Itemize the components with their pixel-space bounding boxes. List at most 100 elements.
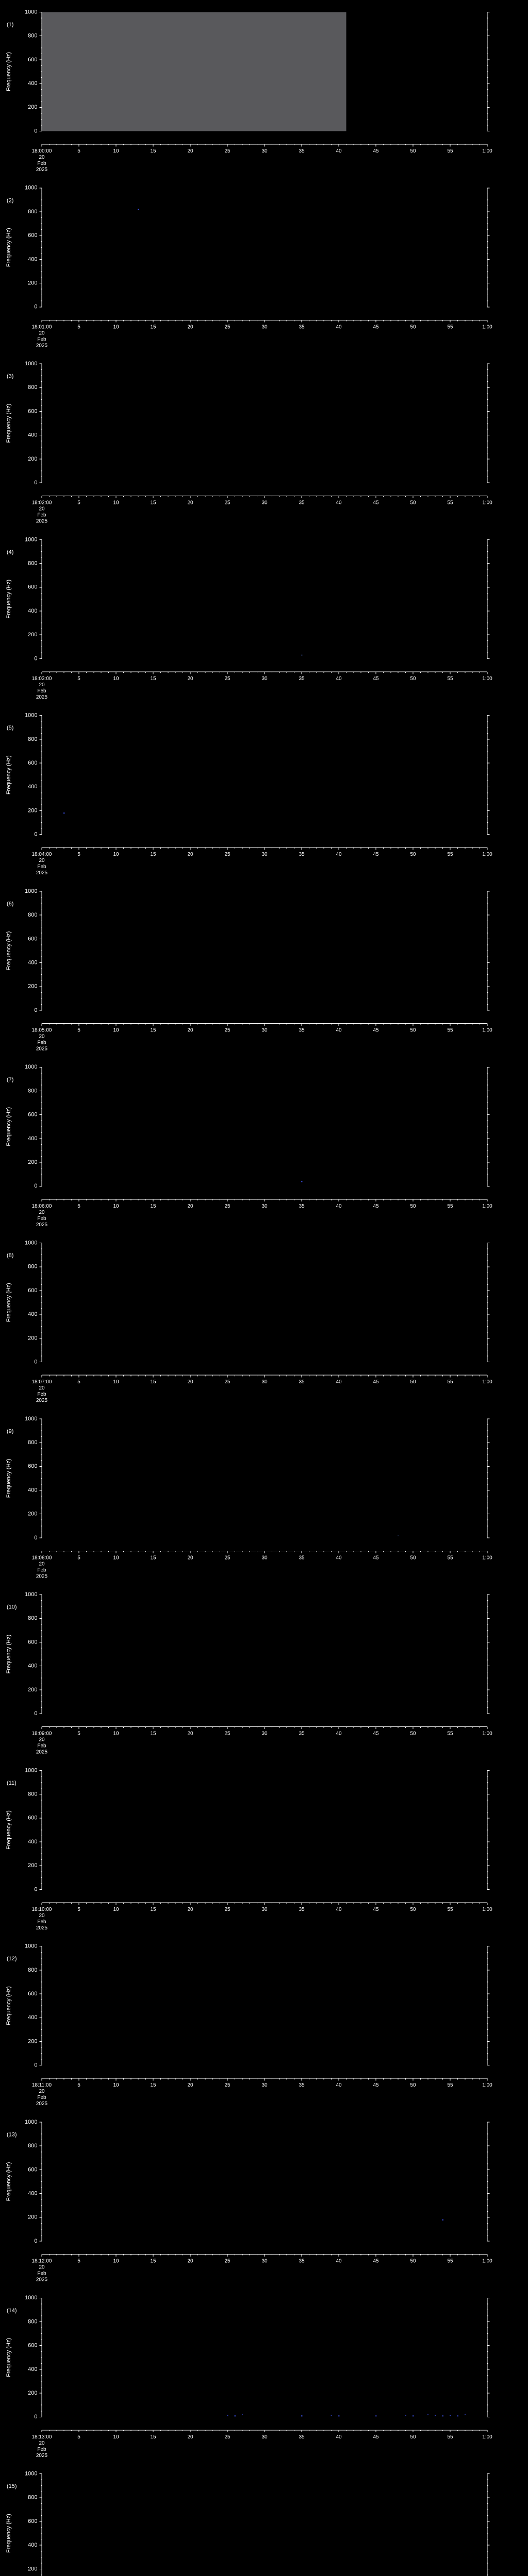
svg-text:600: 600 (28, 1639, 37, 1645)
svg-text:50: 50 (410, 676, 416, 682)
svg-text:2025: 2025 (36, 1925, 48, 1931)
svg-text:Feb: Feb (37, 1216, 46, 1222)
svg-text:50: 50 (410, 2434, 416, 2440)
svg-text:1:00: 1:00 (482, 1204, 492, 1209)
svg-text:(6): (6) (7, 901, 13, 907)
svg-text:Frequency (Hz): Frequency (Hz) (6, 1459, 12, 1498)
svg-text:45: 45 (373, 2259, 379, 2264)
svg-text:Feb: Feb (37, 1743, 46, 1749)
svg-text:1:00: 1:00 (482, 1027, 492, 1033)
svg-text:15: 15 (150, 1379, 156, 1385)
svg-text:55: 55 (447, 2082, 453, 2088)
svg-text:15: 15 (150, 1907, 156, 1912)
svg-text:800: 800 (28, 2143, 37, 2149)
svg-text:35: 35 (299, 2082, 305, 2088)
svg-text:20: 20 (187, 1204, 193, 1209)
svg-text:35: 35 (299, 1731, 305, 1737)
svg-text:1:00: 1:00 (482, 1907, 492, 1912)
svg-text:25: 25 (224, 324, 230, 330)
svg-text:15: 15 (150, 500, 156, 506)
svg-text:400: 400 (28, 1311, 37, 1317)
svg-text:(4): (4) (7, 549, 13, 555)
svg-text:15: 15 (150, 1731, 156, 1737)
svg-text:200: 200 (28, 456, 37, 462)
svg-text:10: 10 (113, 148, 119, 154)
svg-text:18:00:00: 18:00:00 (32, 148, 52, 154)
svg-text:2025: 2025 (36, 1573, 48, 1579)
svg-text:10: 10 (113, 324, 119, 330)
svg-text:30: 30 (261, 148, 268, 154)
svg-text:2025: 2025 (36, 167, 48, 173)
svg-text:18:01:00: 18:01:00 (32, 324, 52, 330)
svg-text:18:04:00: 18:04:00 (32, 852, 52, 857)
svg-text:600: 600 (28, 2343, 37, 2349)
svg-text:25: 25 (224, 2082, 230, 2088)
svg-text:600: 600 (28, 408, 37, 414)
svg-text:2025: 2025 (36, 2277, 48, 2283)
svg-text:(10): (10) (7, 1604, 17, 1611)
svg-text:20: 20 (187, 2259, 193, 2264)
svg-text:400: 400 (28, 1487, 37, 1493)
svg-text:0: 0 (34, 1359, 37, 1365)
svg-text:45: 45 (373, 676, 379, 682)
svg-text:1000: 1000 (25, 1240, 37, 1246)
svg-text:30: 30 (261, 1555, 268, 1561)
svg-text:(11): (11) (7, 1780, 16, 1786)
svg-text:0: 0 (34, 832, 37, 838)
svg-text:400: 400 (28, 2542, 37, 2548)
svg-text:1:00: 1:00 (482, 676, 492, 682)
svg-text:18:13:00: 18:13:00 (32, 2434, 52, 2440)
svg-text:Feb: Feb (37, 2447, 46, 2452)
svg-text:Frequency (Hz): Frequency (Hz) (6, 52, 12, 91)
svg-text:200: 200 (28, 2566, 37, 2572)
svg-text:400: 400 (28, 1663, 37, 1669)
svg-text:(1): (1) (7, 22, 13, 28)
svg-text:45: 45 (373, 1027, 379, 1033)
svg-text:Frequency (Hz): Frequency (Hz) (6, 1283, 12, 1322)
svg-text:2025: 2025 (36, 1046, 48, 1052)
svg-text:(14): (14) (7, 2308, 17, 2314)
svg-text:5: 5 (77, 1027, 80, 1033)
svg-text:35: 35 (299, 1907, 305, 1912)
svg-text:200: 200 (28, 2390, 37, 2396)
svg-text:50: 50 (410, 500, 416, 506)
svg-text:30: 30 (261, 1379, 268, 1385)
svg-text:35: 35 (299, 1204, 305, 1209)
svg-text:Frequency (Hz): Frequency (Hz) (6, 2338, 12, 2377)
svg-text:1:00: 1:00 (482, 2434, 492, 2440)
svg-text:25: 25 (224, 2434, 230, 2440)
svg-text:45: 45 (373, 852, 379, 857)
svg-text:15: 15 (150, 1204, 156, 1209)
svg-text:55: 55 (447, 1204, 453, 1209)
svg-text:20: 20 (187, 852, 193, 857)
svg-text:600: 600 (28, 232, 37, 239)
svg-text:20: 20 (187, 1555, 193, 1561)
svg-text:30: 30 (261, 676, 268, 682)
svg-text:20: 20 (39, 330, 45, 336)
svg-text:35: 35 (299, 2434, 305, 2440)
svg-text:45: 45 (373, 1731, 379, 1737)
svg-text:45: 45 (373, 148, 379, 154)
svg-text:Frequency (Hz): Frequency (Hz) (6, 755, 12, 794)
svg-text:200: 200 (28, 1159, 37, 1165)
svg-text:50: 50 (410, 1555, 416, 1561)
svg-text:0: 0 (34, 1535, 37, 1541)
svg-text:400: 400 (28, 80, 37, 87)
svg-text:800: 800 (28, 2318, 37, 2325)
svg-text:20: 20 (187, 148, 193, 154)
svg-text:25: 25 (224, 676, 230, 682)
svg-text:25: 25 (224, 1555, 230, 1561)
svg-text:Feb: Feb (37, 2271, 46, 2277)
svg-text:35: 35 (299, 852, 305, 857)
svg-text:1:00: 1:00 (482, 1555, 492, 1561)
svg-text:35: 35 (299, 324, 305, 330)
svg-text:400: 400 (28, 1136, 37, 1142)
svg-text:200: 200 (28, 2214, 37, 2221)
svg-text:40: 40 (336, 1379, 342, 1385)
svg-text:35: 35 (299, 676, 305, 682)
svg-text:1000: 1000 (25, 361, 37, 367)
svg-text:25: 25 (224, 1731, 230, 1737)
svg-text:45: 45 (373, 1555, 379, 1561)
svg-text:40: 40 (336, 1555, 342, 1561)
svg-text:Frequency (Hz): Frequency (Hz) (6, 1810, 12, 1850)
